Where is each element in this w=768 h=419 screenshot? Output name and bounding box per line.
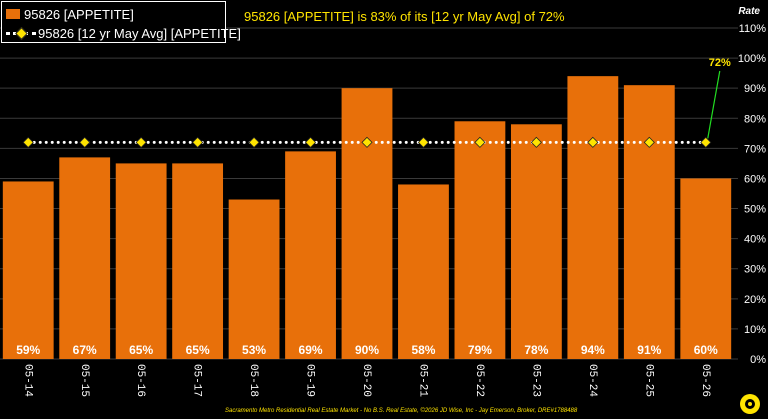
footer-credit: Sacramento Metro Residential Real Estate… <box>225 408 578 414</box>
y-axis-ticks: 0% 10% 20% 30% 40% 50% 60% 70% 80% 90% 100% 110% <box>738 23 766 366</box>
bar <box>680 178 732 359</box>
bar <box>341 88 393 359</box>
bar-value-label: 53% <box>242 343 266 357</box>
legend: 95826 [APPETITE] 95826 [12 yr May Avg] [… <box>1 1 241 43</box>
y-tick-label: 80% <box>744 113 766 125</box>
legend-item-avg: 95826 [12 yr May Avg] [APPETITE] <box>6 24 241 42</box>
bar <box>623 85 675 359</box>
bar-value-label: 79% <box>468 343 492 357</box>
avg-marker <box>587 136 599 148</box>
legend-avg-label: 95826 [12 yr May Avg] [APPETITE] <box>38 25 241 41</box>
bar-value-label: 78% <box>524 343 548 357</box>
y-tick-label: 100% <box>738 53 766 65</box>
bar-value-label: 91% <box>637 343 661 357</box>
avg-callout-label: 72% <box>709 57 731 69</box>
y-tick-label: 50% <box>744 204 766 216</box>
bar <box>228 199 280 359</box>
y-axis-title: Rate <box>738 6 760 17</box>
avg-series <box>22 136 712 148</box>
y-tick-label: 60% <box>744 173 766 185</box>
legend-bar-swatch <box>6 9 20 19</box>
chart-headline: 95826 [APPETITE] is 83% of its [12 yr Ma… <box>244 9 565 24</box>
x-tick-label: 05-15 <box>78 364 90 397</box>
legend-item-bar: 95826 [APPETITE] <box>6 5 134 23</box>
y-tick-label: 40% <box>744 234 766 246</box>
y-tick-label: 0% <box>750 354 766 366</box>
avg-marker <box>22 136 34 148</box>
x-tick-label: 05-21 <box>417 364 429 397</box>
bar-series <box>2 76 732 360</box>
bar-value-label: 58% <box>411 343 435 357</box>
avg-marker <box>192 136 204 148</box>
x-axis-ticks: 05-14 05-15 05-16 05-17 05-18 05-19 05-20 05-21… <box>21 364 711 397</box>
avg-callout: 72% <box>707 57 731 139</box>
avg-marker <box>643 136 655 148</box>
x-tick-label: 05-18 <box>247 364 259 397</box>
x-tick-label: 05-14 <box>21 364 33 397</box>
bar-value-labels: 59% 67% 65% 65% 53% 69% 90% 58% 79% 78% 94% 91% 60% <box>16 343 718 357</box>
bar-value-label: 65% <box>186 343 210 357</box>
legend-bar-label: 95826 [APPETITE] <box>24 6 134 22</box>
y-tick-label: 10% <box>744 324 766 336</box>
avg-marker <box>248 136 260 148</box>
x-tick-label: 05-24 <box>586 364 598 397</box>
bar-value-label: 60% <box>694 343 718 357</box>
x-tick-label: 05-26 <box>699 364 711 397</box>
y-tick-label: 30% <box>744 264 766 276</box>
avg-marker <box>304 136 317 148</box>
avg-marker <box>530 136 542 148</box>
bar <box>567 76 619 360</box>
bar <box>454 121 506 359</box>
bar-value-label: 67% <box>73 343 97 357</box>
avg-callout-line <box>707 70 721 139</box>
avg-marker <box>135 136 147 148</box>
y-tick-label: 70% <box>744 143 766 155</box>
y-tick-label: 90% <box>744 83 766 95</box>
avg-marker <box>417 136 430 148</box>
y-tick-label: 20% <box>744 294 766 306</box>
bar <box>2 181 54 359</box>
avg-marker <box>79 136 91 148</box>
avg-marker <box>700 136 712 148</box>
x-tick-label: 05-25 <box>642 364 654 397</box>
avg-marker <box>474 136 486 148</box>
bar <box>172 163 224 359</box>
bar-value-label: 69% <box>299 343 323 357</box>
avg-marker <box>361 136 373 148</box>
bar-value-label: 59% <box>16 343 40 357</box>
y-tick-label: 110% <box>739 23 767 35</box>
x-tick-label: 05-19 <box>304 364 316 397</box>
bar-value-label: 90% <box>355 343 379 357</box>
bar <box>59 157 111 359</box>
x-tick-label: 05-17 <box>191 364 203 397</box>
bar <box>285 151 336 359</box>
legend-avg-swatch <box>6 27 36 40</box>
bar-value-label: 65% <box>129 343 153 357</box>
bar <box>115 163 167 359</box>
bar <box>510 124 562 359</box>
bar-value-label: 94% <box>581 343 605 357</box>
bar <box>398 184 449 359</box>
x-tick-label: 05-20 <box>360 364 372 397</box>
x-tick-label: 05-22 <box>473 364 485 397</box>
brand-logo-icon <box>740 394 760 414</box>
x-tick-label: 05-23 <box>529 364 541 397</box>
x-tick-label: 05-16 <box>134 364 146 397</box>
